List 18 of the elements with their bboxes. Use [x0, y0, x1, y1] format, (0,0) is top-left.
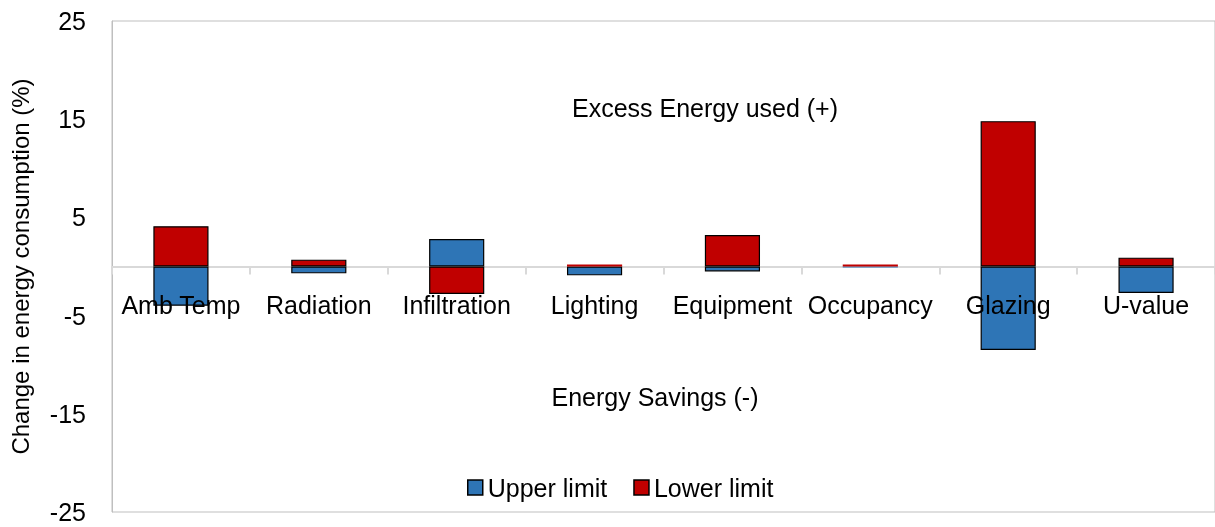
y-axis-title: Change in energy consumption (%) — [6, 78, 34, 455]
x-tick-label: Radiation — [265, 291, 372, 319]
y-tick-label: -15 — [49, 399, 86, 428]
y-tick-label: 5 — [72, 203, 86, 232]
annotation: Excess Energy used (+) — [571, 94, 839, 122]
x-tick-label: Equipment — [672, 291, 793, 319]
legend-label: Upper limit — [487, 473, 608, 502]
legend-label: Lower limit — [653, 473, 774, 502]
y-tick-label: -25 — [49, 498, 86, 526]
annotation: Energy Savings (-) — [551, 383, 759, 411]
y-tick-label: 25 — [58, 7, 86, 35]
y-tick-label: 15 — [58, 105, 86, 134]
x-tick-label: Amb Temp — [121, 291, 241, 319]
x-tick-label: U-value — [1102, 291, 1190, 319]
x-tick-label: Occupancy — [807, 291, 934, 319]
x-tick-label: Lighting — [550, 291, 639, 319]
x-tick-label: Infiltration — [402, 291, 511, 319]
y-tick-label: -5 — [63, 301, 86, 330]
